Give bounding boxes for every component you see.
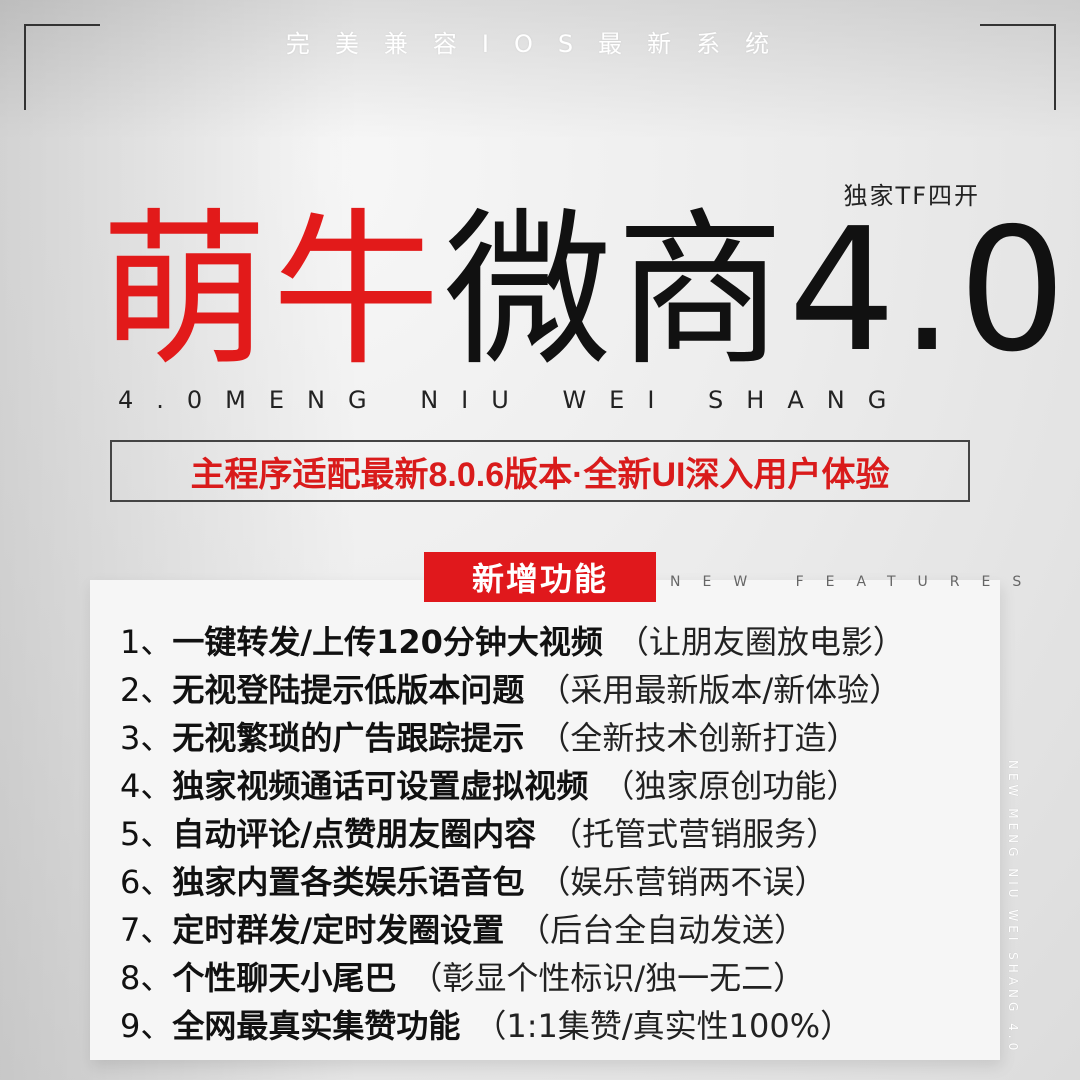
feature-title: 个性聊天小尾巴: [172, 959, 397, 997]
features-panel: [90, 580, 1000, 1060]
exclusive-label: 独家TF四开: [843, 182, 980, 210]
feature-number: 9、: [120, 1007, 173, 1045]
feature-note: （彰显个性标识/独一无二）: [410, 959, 806, 997]
feature-item: 6、独家内置各类娱乐语音包 （娱乐营销两不误）: [120, 858, 1000, 906]
feature-title: 定时群发/定时发圈设置: [172, 911, 505, 949]
feature-title: 一键转发/上传120分钟大视频: [172, 623, 603, 661]
feature-number: 3、: [120, 719, 173, 757]
corner-bracket-top-left: [24, 24, 100, 110]
main-title: 萌牛微商4.0: [100, 196, 1070, 386]
feature-item: 5、自动评论/点赞朋友圈内容 （托管式营销服务）: [120, 810, 1000, 858]
feature-item: 4、独家视频通话可设置虚拟视频 （独家原创功能）: [120, 762, 1000, 810]
english-subtitle: 4.0MENG NIU WEI SHANG: [118, 386, 910, 414]
feature-number: 7、: [120, 911, 173, 949]
feature-item: 7、定时群发/定时发圈设置 （后台全自动发送）: [120, 906, 1000, 954]
feature-note: （娱乐营销两不误）: [538, 863, 827, 901]
feature-item: 9、全网最真实集赞功能 （1:1集赞/真实性100%）: [120, 1002, 1000, 1050]
feature-title: 无视繁琐的广告跟踪提示: [172, 719, 525, 757]
new-features-badge: 新增功能: [424, 552, 656, 602]
feature-list: 1、一键转发/上传120分钟大视频 （让朋友圈放电影） 2、无视登陆提示低版本问题 （…: [120, 618, 1000, 1050]
feature-title: 独家视频通话可设置虚拟视频: [172, 767, 589, 805]
top-tagline: 完美兼容IOS最新系统: [285, 30, 795, 58]
title-black-part: 微商: [444, 193, 788, 389]
feature-number: 1、: [120, 623, 173, 661]
background-shade-top: [0, 0, 1080, 140]
headline-box: 主程序适配最新8.0.6版本·全新UI深入用户体验: [110, 440, 970, 502]
feature-item: 8、个性聊天小尾巴 （彰显个性标识/独一无二）: [120, 954, 1000, 1002]
title-version: 4.0: [788, 192, 1071, 390]
feature-item: 2、无视登陆提示低版本问题 （采用最新版本/新体验）: [120, 666, 1000, 714]
feature-note: （1:1集赞/真实性100%）: [474, 1007, 853, 1045]
feature-number: 6、: [120, 863, 173, 901]
feature-number: 5、: [120, 815, 173, 853]
headline-text: 主程序适配最新8.0.6版本·全新UI深入用户体验: [190, 455, 890, 494]
feature-title: 无视登陆提示低版本问题: [172, 671, 525, 709]
feature-note: （后台全自动发送）: [518, 911, 807, 949]
feature-number: 4、: [120, 767, 173, 805]
feature-number: 2、: [120, 671, 173, 709]
feature-note: （采用最新版本/新体验）: [538, 671, 902, 709]
feature-number: 8、: [120, 959, 173, 997]
corner-bracket-top-right: [980, 24, 1056, 110]
title-red-part: 萌牛: [100, 193, 444, 389]
feature-item: 3、无视繁琐的广告跟踪提示 （全新技术创新打造）: [120, 714, 1000, 762]
feature-note: （托管式营销服务）: [550, 815, 839, 853]
feature-note: （全新技术创新打造）: [538, 719, 859, 757]
feature-title: 独家内置各类娱乐语音包: [172, 863, 525, 901]
feature-title: 自动评论/点赞朋友圈内容: [172, 815, 537, 853]
feature-note: （让朋友圈放电影）: [616, 623, 905, 661]
side-vertical-text: NEW MENG NIU WEI SHANG 4.0: [1006, 760, 1020, 1055]
feature-note: （独家原创功能）: [602, 767, 859, 805]
feature-item: 1、一键转发/上传120分钟大视频 （让朋友圈放电影）: [120, 618, 1000, 666]
new-features-en-label: NEW FEATURES: [670, 574, 1044, 590]
feature-title: 全网最真实集赞功能: [172, 1007, 461, 1045]
